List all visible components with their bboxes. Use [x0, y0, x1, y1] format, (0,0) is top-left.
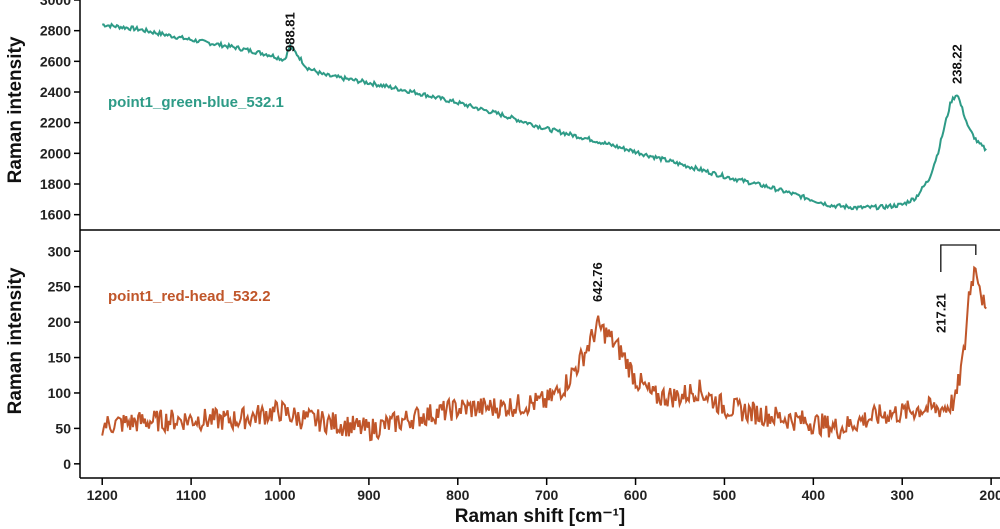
bottom-y-tick-label: 250 — [48, 279, 72, 295]
x-tick-label: 600 — [624, 487, 648, 503]
peak-label-988: 988.81 — [282, 12, 297, 52]
bottom-y-tick-label: 0 — [63, 456, 71, 472]
top-y-tick-label: 1600 — [40, 207, 71, 223]
x-tick-label: 200 — [979, 487, 1000, 503]
top-y-axis-title: Raman intensity — [5, 36, 26, 183]
bottom-y-tick-label: 100 — [48, 385, 72, 401]
bottom-y-tick-label: 150 — [48, 350, 72, 366]
bottom-y-tick-label: 300 — [48, 243, 72, 259]
top-y-tick-label: 2600 — [40, 53, 71, 69]
top-y-tick-label: 1800 — [40, 176, 71, 192]
x-tick-label: 500 — [713, 487, 737, 503]
x-ticks: 1200 1100 1000 900 800 700 600 500 400 300 200 — [87, 478, 1000, 503]
series-name-green-blue: point1_green-blue_532.1 — [108, 94, 284, 111]
x-axis-title: Raman shift [cm⁻¹] — [455, 506, 626, 527]
x-tick-label: 900 — [357, 487, 381, 503]
top-panel-y-ticks: 1600 1800 2000 2200 2400 2600 2800 3000 — [40, 0, 80, 223]
bottom-y-axis-title: Raman intensity — [5, 267, 26, 414]
x-tick-label: 300 — [891, 487, 915, 503]
peak-annotations: 988.81 238.22 642.76 217.21 — [282, 12, 977, 333]
peak-label-217: 217.21 — [933, 293, 948, 333]
x-tick-label: 800 — [446, 487, 470, 503]
red-head-spectrum-line — [101, 265, 987, 442]
peak-bracket-217 — [940, 244, 977, 272]
top-y-tick-label: 2400 — [40, 84, 71, 100]
x-tick-label: 1200 — [87, 487, 118, 503]
bottom-panel-y-ticks: 0 50 100 150 200 250 300 — [48, 243, 80, 472]
series-name-red-head: point1_red-head_532.2 — [108, 288, 271, 305]
x-tick-label: 1100 — [176, 487, 207, 503]
top-y-tick-label: 3000 — [40, 0, 71, 8]
top-y-tick-label: 2000 — [40, 145, 71, 161]
peak-label-642: 642.76 — [590, 262, 605, 302]
top-y-tick-label: 2200 — [40, 115, 71, 131]
bottom-y-tick-label: 200 — [48, 314, 72, 330]
green-blue-spectrum-line — [102, 22, 987, 212]
peak-label-238: 238.22 — [950, 44, 965, 84]
top-y-tick-label: 2800 — [40, 23, 71, 39]
x-tick-label: 1000 — [264, 487, 295, 503]
bottom-y-tick-label: 50 — [55, 420, 71, 436]
x-tick-label: 400 — [802, 487, 826, 503]
x-tick-label: 700 — [535, 487, 559, 503]
